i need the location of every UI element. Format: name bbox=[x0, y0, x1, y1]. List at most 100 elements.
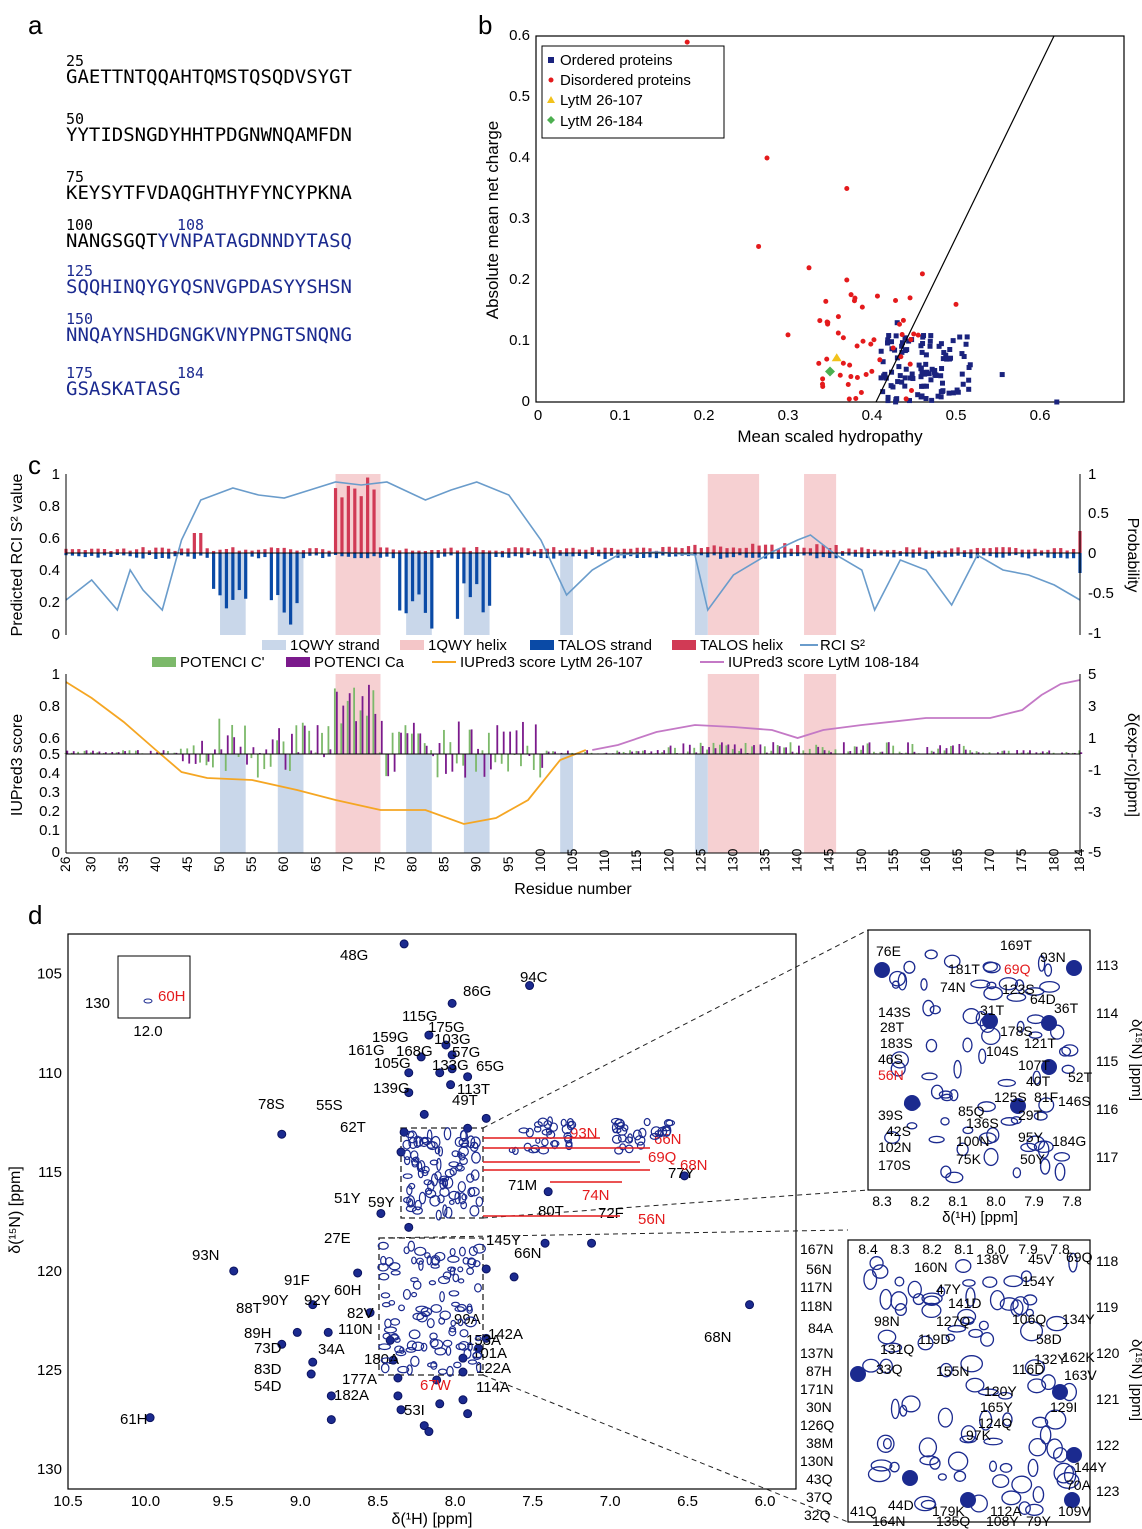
ordered-point bbox=[902, 335, 908, 341]
talos-helix-bar bbox=[244, 549, 248, 553]
zoom2-label: 179K bbox=[932, 1503, 965, 1519]
y-tick: 0.2 bbox=[39, 594, 60, 611]
talos-helix-bar bbox=[346, 485, 350, 553]
contour bbox=[464, 1316, 477, 1328]
peak-label: 53I bbox=[404, 1402, 425, 1419]
talos-helix-bar bbox=[237, 550, 241, 553]
panel-label-c: c bbox=[28, 450, 41, 480]
contour bbox=[890, 1398, 900, 1420]
talos-helix-bar bbox=[686, 546, 691, 553]
talos-strand-bar bbox=[956, 553, 960, 556]
talos-strand-bar bbox=[725, 553, 729, 558]
potenci-ca-bar bbox=[907, 742, 909, 754]
nmr-peak bbox=[326, 1391, 336, 1401]
contour bbox=[1032, 1070, 1042, 1085]
potenci-ca-bar bbox=[541, 754, 544, 768]
contour bbox=[417, 1167, 424, 1179]
potenci-ca-bar bbox=[778, 746, 781, 754]
potenci-c-bar bbox=[398, 731, 400, 754]
talos-strand-bar bbox=[661, 553, 665, 556]
seq-line: NNQAYNSHDGNGKVNYPNGTSNQNG bbox=[66, 324, 352, 346]
x-axis-label: δ(¹H) [ppm] bbox=[392, 1511, 473, 1528]
talos-helix-bar bbox=[385, 547, 389, 553]
potenci-c-bar bbox=[404, 725, 407, 754]
x-axis-label: Mean scaled hydropathy bbox=[737, 427, 923, 446]
disordered-point bbox=[785, 332, 791, 338]
contour bbox=[454, 1306, 465, 1313]
zoom2-label: 165Y bbox=[980, 1399, 1013, 1415]
talos-strand-bar bbox=[648, 553, 652, 558]
contour bbox=[937, 1407, 954, 1428]
talos-helix-bar bbox=[892, 549, 896, 553]
talos-helix-bar bbox=[532, 550, 537, 553]
contour bbox=[429, 1159, 439, 1166]
potenci-c-bar bbox=[353, 687, 355, 754]
x-axis-label: Residue number bbox=[514, 881, 632, 898]
contour bbox=[428, 1280, 437, 1286]
ordered-point bbox=[966, 377, 972, 383]
talos-strand-bar bbox=[289, 553, 293, 625]
contour bbox=[388, 1262, 401, 1271]
talos-helix-bar bbox=[962, 550, 967, 553]
ordered-point bbox=[1054, 399, 1060, 405]
potenci-ca-bar bbox=[733, 744, 736, 754]
potenci-ca-bar bbox=[271, 739, 274, 754]
talos-helix-bar bbox=[1020, 549, 1024, 553]
contour bbox=[457, 1181, 467, 1193]
nmr-peak bbox=[441, 1040, 451, 1050]
zoom2-tick: 123 bbox=[1096, 1483, 1120, 1499]
contour bbox=[408, 1137, 418, 1149]
disordered-point bbox=[899, 332, 905, 338]
potenci-c-bar bbox=[962, 745, 965, 754]
talos-helix-bar bbox=[102, 549, 107, 553]
contour bbox=[1027, 1378, 1047, 1394]
potenci-c-bar bbox=[212, 754, 214, 768]
talos-helix-bar bbox=[917, 547, 922, 553]
contour bbox=[619, 1143, 627, 1151]
talos-strand-bar bbox=[539, 553, 543, 559]
contour bbox=[448, 1199, 455, 1205]
potenci-c-bar bbox=[301, 722, 304, 754]
zoom1-label: 64D bbox=[1030, 991, 1056, 1007]
potenci-ca-bar bbox=[502, 731, 505, 754]
legend-potenci-c: POTENCI C' bbox=[180, 654, 265, 671]
potenci-ca-bar bbox=[823, 750, 826, 754]
talos-strand-bar bbox=[327, 553, 331, 557]
contour bbox=[999, 1462, 1013, 1473]
potenci-c-bar bbox=[385, 754, 388, 777]
potenci-c-bar bbox=[674, 747, 676, 754]
talos-strand-bar bbox=[1039, 553, 1044, 556]
ordered-point bbox=[919, 349, 925, 355]
potenci-ca-bar bbox=[156, 752, 159, 754]
peak-label: 175G bbox=[428, 1019, 465, 1036]
talos-strand-bar bbox=[398, 553, 402, 611]
seq-num: 75 bbox=[66, 168, 85, 186]
potenci-c-bar bbox=[853, 746, 856, 754]
y-tick: 0.1 bbox=[39, 822, 60, 839]
disordered-point bbox=[890, 345, 896, 351]
talos-strand-bar bbox=[911, 553, 915, 558]
talos-helix-bar bbox=[539, 548, 543, 553]
legend-iupred-107: IUPred3 score LytM 26-107 bbox=[460, 654, 643, 671]
talos-helix-bar bbox=[1052, 548, 1056, 553]
contour bbox=[549, 1140, 560, 1147]
nmr-peak bbox=[424, 1030, 434, 1040]
peak-label: 27E bbox=[324, 1230, 351, 1247]
potenci-c-bar bbox=[269, 754, 272, 767]
talos-strand-bar bbox=[1020, 553, 1024, 558]
contour bbox=[617, 1121, 625, 1128]
zoom2-label: 109V bbox=[1058, 1503, 1091, 1519]
x-tick: 0.4 bbox=[862, 407, 883, 424]
contour bbox=[1039, 1158, 1051, 1175]
nmr-peak bbox=[326, 1415, 336, 1425]
disordered-point bbox=[837, 372, 843, 378]
zoom1-label: 81F bbox=[1034, 1089, 1058, 1105]
potenci-c-bar bbox=[186, 748, 189, 754]
zoom2-label: 134Y bbox=[1062, 1311, 1095, 1327]
zoom2-label: 130N bbox=[800, 1453, 833, 1469]
contour bbox=[1061, 1044, 1079, 1057]
y-tick: 0.8 bbox=[39, 498, 60, 515]
contour bbox=[565, 1141, 573, 1151]
contour bbox=[945, 1333, 956, 1342]
ordered-point bbox=[916, 362, 922, 368]
